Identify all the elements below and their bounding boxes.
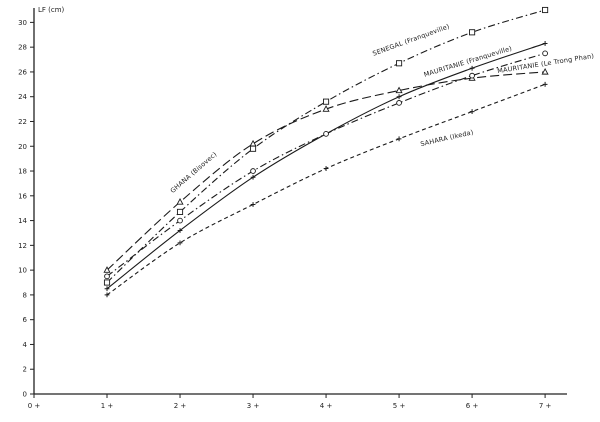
y-tick-label: 16 (18, 192, 27, 200)
y-tick-label: 28 (18, 44, 27, 52)
x-tick-label: 0 + (28, 402, 41, 410)
x-tick-label: 6 + (466, 402, 479, 410)
series-2 (104, 41, 548, 292)
y-tick-label: 30 (18, 19, 27, 27)
x-tick-label: 7 + (539, 402, 552, 410)
data-point (541, 67, 549, 75)
data-point (250, 168, 256, 174)
series-0 (103, 6, 549, 286)
series-layer (103, 6, 549, 298)
y-tick-label: 6 (23, 316, 28, 324)
data-point (323, 131, 329, 137)
y-tick-label: 8 (23, 291, 27, 299)
data-point (103, 266, 111, 273)
data-point (469, 29, 476, 36)
data-point (103, 279, 111, 286)
data-point (396, 136, 402, 142)
data-point (250, 174, 256, 180)
data-point (104, 273, 110, 280)
data-point (249, 139, 257, 147)
series-line (106, 42, 546, 290)
y-tick-label: 14 (18, 217, 27, 225)
data-point (323, 98, 330, 105)
series-line (106, 52, 546, 277)
series-label-ghana: GHANA (Bisovec) (169, 150, 219, 195)
data-point (395, 86, 403, 94)
x-tick-label: 2 + (174, 402, 187, 410)
y-tick-label: 10 (18, 267, 27, 275)
x-tick-label: 5 + (393, 402, 406, 410)
data-point (177, 228, 183, 233)
data-point (176, 198, 184, 205)
data-point (396, 94, 402, 100)
series-line (106, 9, 546, 283)
y-tick-label: 22 (18, 118, 27, 126)
y-tick-label: 4 (23, 341, 28, 349)
y-tick-label: 26 (18, 68, 27, 76)
data-point (542, 81, 548, 87)
data-point (469, 72, 475, 79)
data-point (396, 60, 403, 67)
x-tick-label: 3 + (247, 402, 260, 410)
series-4 (104, 81, 548, 298)
data-point (250, 202, 256, 207)
y-tick-label: 12 (18, 242, 27, 250)
data-point (469, 109, 475, 114)
data-point (323, 166, 329, 171)
data-point (104, 292, 110, 298)
data-point (542, 50, 548, 57)
y-tick-label: 0 (23, 391, 27, 399)
y-tick-label: 24 (18, 93, 27, 101)
series-label-senegal: SENEGAL (Franqueville) (371, 22, 450, 57)
data-point (249, 145, 257, 152)
data-point (177, 240, 183, 246)
data-point (104, 286, 110, 292)
y-tick-label: 2 (23, 366, 27, 374)
x-tick-label: 1 + (101, 402, 114, 410)
data-point (542, 6, 549, 14)
y-tick-label: 18 (18, 168, 27, 176)
data-point (176, 208, 184, 215)
data-point (322, 105, 330, 112)
data-point (396, 100, 402, 106)
series-label-sahara: SAHARA (Ikeda) (420, 128, 475, 148)
data-point (469, 65, 475, 71)
data-point (177, 217, 183, 224)
series-3 (104, 50, 548, 280)
data-point (542, 41, 548, 46)
y-tick-label: 20 (18, 143, 27, 151)
x-tick-label: 4 + (320, 402, 333, 410)
axes: LF (cm) (33, 6, 567, 395)
y-axis-title: LF (cm) (38, 6, 65, 14)
